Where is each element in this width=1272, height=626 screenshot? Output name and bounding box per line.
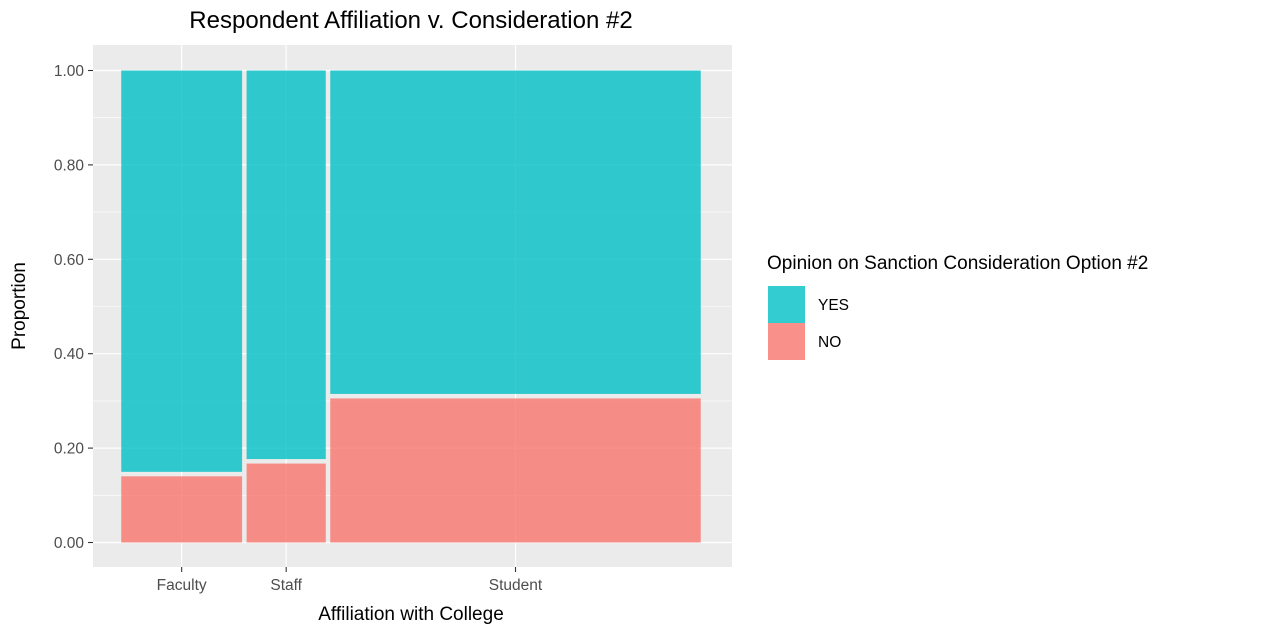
legend-label-yes: YES [818,297,849,314]
y-tick-label: 1.00 [54,63,85,80]
bar-no-student [330,398,701,543]
legend-key-no [768,323,805,360]
x-axis: Faculty Staff Student [157,567,543,594]
bar-yes-student [330,70,701,394]
y-axis: 0.00 0.20 0.40 0.60 0.80 1.00 [54,63,93,552]
legend-key-yes [768,286,805,323]
legend: Opinion on Sanction Consideration Option… [767,253,1148,360]
y-tick-label: 0.80 [54,157,85,174]
y-axis-title: Proportion [9,262,30,350]
legend-label-no: NO [818,334,841,351]
bar-yes-faculty [121,70,243,472]
legend-title: Opinion on Sanction Consideration Option… [767,253,1148,274]
bar-no-staff [246,463,326,543]
y-tick-label: 0.00 [54,535,85,552]
x-axis-title: Affiliation with College [318,604,504,625]
y-tick-label: 0.60 [54,252,85,269]
bar-yes-staff [246,70,326,460]
bar-no-faculty [121,476,243,543]
chart-title: Respondent Affiliation v. Consideration … [189,7,632,34]
x-tick-label: Faculty [157,577,207,594]
bars-group [121,70,701,543]
x-tick-label: Student [489,577,543,594]
y-tick-label: 0.20 [54,441,85,458]
x-tick-label: Staff [270,577,302,594]
y-tick-label: 0.40 [54,346,85,363]
